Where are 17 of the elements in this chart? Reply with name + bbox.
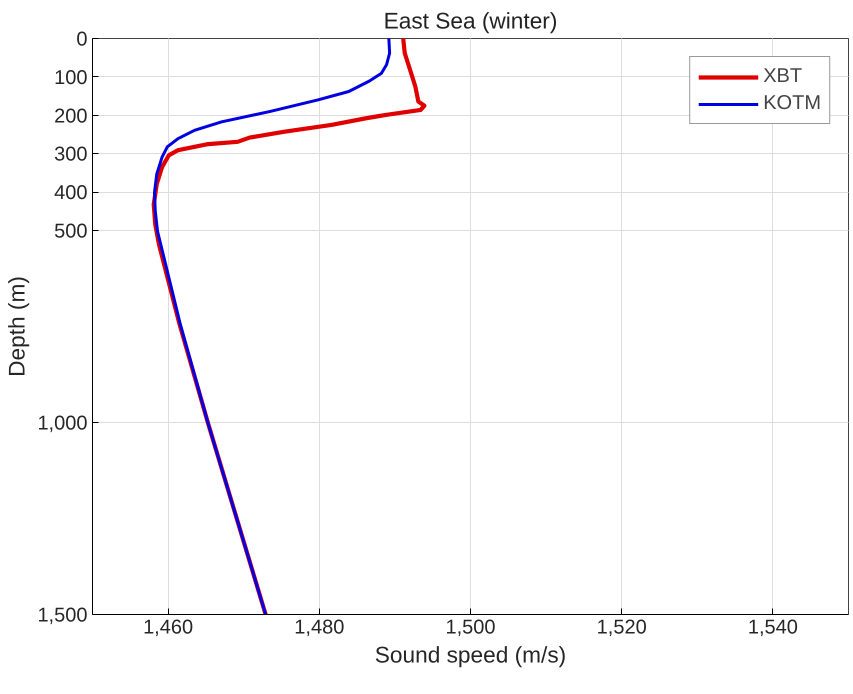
y-tick-label: 1,000 <box>37 412 88 434</box>
y-tick-label: 100 <box>54 66 88 89</box>
x-tick-label: 1,520 <box>596 616 647 638</box>
chart-title: East Sea (winter) <box>384 8 558 34</box>
y-tick-label: 400 <box>54 182 88 204</box>
y-axis-title: Depth (m) <box>3 276 30 377</box>
x-tick-label: 1,460 <box>143 616 194 638</box>
y-tick-label: 0 <box>76 28 88 50</box>
legend-label: XBT <box>763 65 802 88</box>
x-tick-label: 1,540 <box>748 616 798 638</box>
x-tick-label: 1,500 <box>445 616 496 638</box>
x-axis-title: Sound speed (m/s) <box>374 642 566 668</box>
legend-label: KOTM <box>763 92 821 115</box>
y-tick-label: 200 <box>54 105 88 128</box>
y-tick-label: 300 <box>54 144 88 166</box>
x-tick-label: 1,480 <box>294 616 344 638</box>
y-tick-label: 500 <box>54 220 88 242</box>
